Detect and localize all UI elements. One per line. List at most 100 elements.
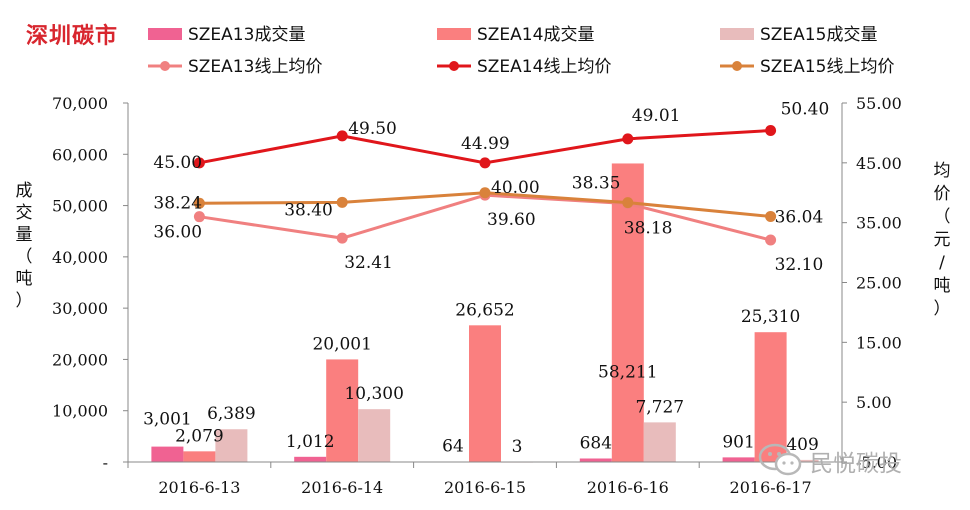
x-tick-label: 2016-6-13 [158, 478, 240, 497]
line-point [193, 197, 205, 209]
line-point [765, 234, 777, 246]
line-point [765, 125, 777, 137]
left-tick-label: 10,000 [52, 402, 108, 421]
bar [183, 451, 216, 462]
legend-label: SZEA14成交量 [477, 25, 594, 45]
x-tick-label: 2016-6-16 [587, 478, 669, 497]
line-label: 38.18 [624, 219, 673, 239]
left-axis-label-char: ） [16, 291, 33, 311]
bar-label: 64 [442, 437, 464, 457]
left-axis-label-char: 交 [16, 203, 33, 223]
right-tick-label: 45.00 [856, 154, 902, 173]
line-point [336, 232, 348, 244]
legend-marker [449, 61, 459, 71]
brand-title: 深圳碳市 [26, 24, 119, 49]
bar-label: 901 [722, 432, 754, 452]
line-point [336, 196, 348, 208]
right-tick-label: -5.00 [856, 453, 897, 472]
lines [193, 125, 777, 246]
legend-label: SZEA13线上均价 [188, 57, 322, 77]
left-tick-label: 40,000 [52, 248, 108, 267]
line-point [622, 133, 634, 145]
legend-swatch [148, 28, 182, 40]
right-tick-label: 35.00 [856, 214, 902, 233]
line-point [479, 157, 491, 169]
right-axis-label-char: 吨 [934, 276, 951, 296]
bar-label: 1,012 [286, 432, 335, 452]
right-axis-label-char: 元 [934, 230, 951, 250]
legend-swatch [720, 28, 754, 40]
bar [358, 409, 391, 462]
wechat-icon [758, 443, 802, 476]
bar-label: 684 [580, 433, 612, 453]
legend-swatch [437, 28, 471, 40]
line-label: 38.24 [153, 193, 202, 213]
line-label: 45.00 [153, 153, 202, 173]
right-tick-label: 55.00 [856, 94, 902, 113]
x-tick-label: 2016-6-15 [444, 478, 526, 497]
data-labels: 3,001 1,012 64 684 901 2,079 20,001 26,652 58,21… [143, 100, 829, 457]
left-tick-label: 50,000 [52, 197, 108, 216]
bar [754, 332, 787, 462]
right-axis-label-char: 均 [934, 161, 951, 181]
bar [786, 459, 819, 462]
line-label: 39.60 [487, 210, 536, 230]
bar-label: 3 [512, 437, 523, 457]
line-label: 40.00 [491, 178, 540, 198]
bar [294, 456, 327, 462]
left-axis: - 10,000 20,000 30,000 40,000 50,000 60,000 70,… [16, 94, 129, 472]
x-tick-label: 2016-6-14 [301, 478, 383, 497]
bar [611, 163, 644, 462]
left-tick-label: 30,000 [52, 299, 108, 318]
bar [722, 457, 755, 462]
bar-label: 10,300 [344, 384, 403, 404]
right-axis-label-char: ） [934, 299, 951, 319]
left-axis-label-char: 成 [16, 181, 33, 201]
bar-label: 6,389 [207, 404, 256, 424]
x-tick-label: 2016-6-17 [730, 478, 812, 497]
right-tick-label: 5.00 [856, 393, 892, 412]
line-label: 38.40 [284, 200, 333, 220]
x-axis: 2016-6-13 2016-6-14 2016-6-15 2016-6-16 2016… [127, 461, 843, 497]
line-label: 49.50 [348, 119, 397, 139]
bar-label: 7,727 [635, 397, 684, 417]
bar-label: 58,211 [598, 362, 657, 382]
line-label: 44.99 [461, 134, 510, 154]
left-tick-label: 20,000 [52, 350, 108, 369]
bar [643, 422, 676, 462]
line-point [479, 187, 491, 199]
left-axis-label-char: （ [16, 247, 33, 267]
bar-label: 409 [786, 435, 818, 455]
bar [326, 359, 359, 462]
bar-label: 25,310 [741, 307, 800, 327]
legend-label: SZEA13成交量 [188, 25, 305, 45]
line-label: 32.10 [775, 255, 824, 275]
legend-marker [732, 61, 742, 71]
bar-label: 26,652 [455, 300, 514, 320]
right-axis-label-char: （ [934, 207, 951, 227]
line-label: 36.00 [153, 223, 202, 243]
left-tick-label: 60,000 [52, 145, 108, 164]
line-point [336, 130, 348, 142]
bar [579, 458, 612, 462]
right-tick-label: 25.00 [856, 274, 902, 293]
line-point [622, 197, 634, 209]
line-label: 36.04 [775, 207, 824, 227]
bar-label: 20,001 [312, 334, 371, 354]
left-tick-label: 70,000 [52, 94, 108, 113]
line-label: 50.40 [781, 100, 830, 120]
right-axis-label-char: 价 [934, 184, 951, 204]
bar-label: 3,001 [143, 410, 192, 430]
right-tick-label: 15.00 [856, 333, 902, 352]
line-label: 49.01 [632, 106, 681, 126]
legend-label: SZEA15成交量 [760, 25, 877, 45]
line-label: 32.41 [344, 253, 393, 273]
legend-label: SZEA15线上均价 [760, 57, 894, 77]
line-label: 38.35 [572, 174, 621, 194]
watermark-text: 民悦碳投 [810, 451, 902, 477]
left-axis-label-char: 量 [16, 225, 33, 245]
right-axis: -5.00 5.00 15.00 25.00 35.00 45.00 55.00 均价 （ 元 / 吨… [841, 94, 951, 472]
legend-label: SZEA14线上均价 [477, 57, 611, 77]
bar-label: 2,079 [175, 426, 224, 446]
